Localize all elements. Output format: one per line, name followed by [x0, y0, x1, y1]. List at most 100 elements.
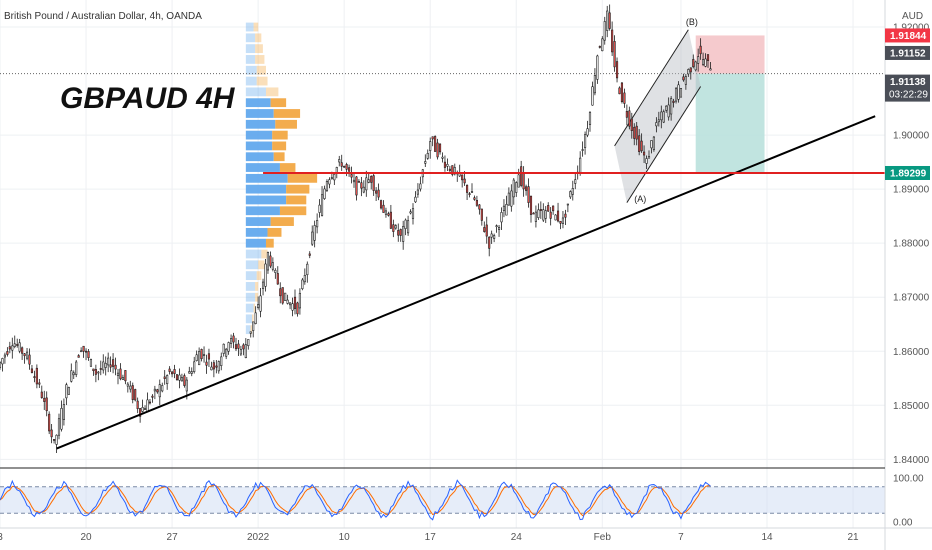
candle-body — [296, 302, 299, 315]
candle-body — [143, 408, 147, 410]
candle-body — [92, 368, 95, 372]
candle-body — [30, 368, 34, 373]
vp-sell-bar — [250, 325, 253, 335]
candle-body — [549, 211, 552, 219]
vp-sell-bar — [279, 163, 296, 172]
vp-buy-bar — [245, 314, 253, 324]
candle-body — [343, 165, 346, 168]
rsi-level-label: 0.00 — [893, 518, 913, 529]
candle-body — [259, 295, 262, 312]
candle-body — [171, 371, 174, 375]
candle-body — [443, 161, 447, 168]
vp-buy-bar — [245, 141, 273, 151]
candle-body — [183, 375, 186, 386]
candle-body — [129, 385, 132, 390]
candle-body — [630, 118, 633, 131]
candle-body — [478, 204, 481, 210]
candle-body — [87, 351, 90, 359]
vp-sell-bar — [255, 44, 263, 54]
vp-sell-bar — [279, 206, 307, 216]
candle-body — [682, 76, 685, 81]
candle-body — [180, 377, 183, 382]
candle-body — [640, 140, 643, 152]
candle-body — [279, 288, 282, 297]
vp-buy-bar — [245, 65, 257, 75]
candle-body — [505, 204, 508, 216]
candle-body — [561, 217, 565, 224]
candle-body — [552, 205, 555, 212]
candle-body — [13, 343, 16, 347]
candle-body — [525, 186, 528, 191]
y-tick-label: 1.84000 — [893, 455, 930, 466]
vp-sell-bar — [275, 119, 297, 129]
candle-body — [584, 134, 587, 148]
candle-body — [515, 182, 518, 193]
candle-body — [411, 208, 415, 219]
currency-label: AUD — [902, 11, 923, 22]
candle-body — [264, 263, 267, 287]
candle-body — [291, 303, 294, 311]
x-tick-label: Feb — [594, 532, 612, 543]
vp-sell-bar — [256, 271, 262, 281]
candle-body — [434, 136, 437, 152]
candle-body — [247, 339, 250, 347]
candle-body — [188, 371, 191, 374]
candle-body — [77, 355, 80, 358]
vp-buy-bar — [245, 282, 256, 291]
candle-body — [60, 408, 63, 430]
candle-body — [598, 46, 601, 48]
candle-body — [365, 177, 368, 191]
candle-body — [652, 136, 655, 150]
candle-body — [493, 235, 496, 239]
candle-body — [596, 55, 599, 80]
vp-buy-bar — [245, 98, 271, 108]
vp-buy-bar — [245, 44, 256, 54]
candle-body — [677, 84, 680, 100]
candle-body — [328, 179, 331, 185]
channel-fill — [614, 29, 701, 203]
x-tick-label: 24 — [511, 532, 523, 543]
candle-body — [190, 371, 193, 374]
vp-sell-bar — [256, 65, 266, 75]
candle-body — [230, 338, 233, 344]
vp-buy-bar — [245, 249, 262, 259]
candle-body — [645, 158, 648, 164]
candle-body — [520, 166, 523, 186]
candle-body — [281, 287, 284, 304]
candle-body — [62, 404, 65, 420]
candle-body — [542, 209, 545, 221]
vp-buy-bar — [245, 109, 274, 118]
candle-body — [379, 200, 383, 209]
candle-body — [601, 38, 604, 52]
vp-buy-bar — [245, 227, 268, 237]
candle-body — [330, 177, 333, 179]
current-price-tag: 1.91138 — [890, 77, 926, 88]
candle-body — [193, 361, 196, 372]
vp-buy-bar — [245, 152, 274, 162]
candlesticks — [0, 4, 712, 454]
candle-body — [461, 174, 464, 181]
candle-body — [284, 292, 287, 301]
candle-body — [53, 439, 56, 441]
candle-body — [266, 252, 270, 271]
candle-body — [647, 156, 651, 159]
candle-body — [257, 304, 260, 308]
candle-body — [107, 357, 110, 366]
candle-body — [242, 344, 245, 350]
x-tick-label: 2022 — [247, 532, 270, 543]
candle-body — [689, 67, 692, 73]
candle-body — [239, 349, 242, 355]
candle-body — [628, 110, 631, 127]
vp-sell-bar — [258, 260, 265, 270]
candle-body — [298, 292, 301, 309]
vp-sell-bar — [286, 184, 310, 194]
candle-body — [657, 119, 660, 123]
vp-buy-bar — [245, 33, 256, 43]
candle-body — [313, 225, 316, 241]
candle-body — [252, 321, 255, 331]
candle-body — [124, 370, 127, 382]
last-high-price-tag: 1.91152 — [890, 48, 926, 59]
x-tick-label: 27 — [167, 532, 179, 543]
candle-body — [38, 382, 41, 385]
